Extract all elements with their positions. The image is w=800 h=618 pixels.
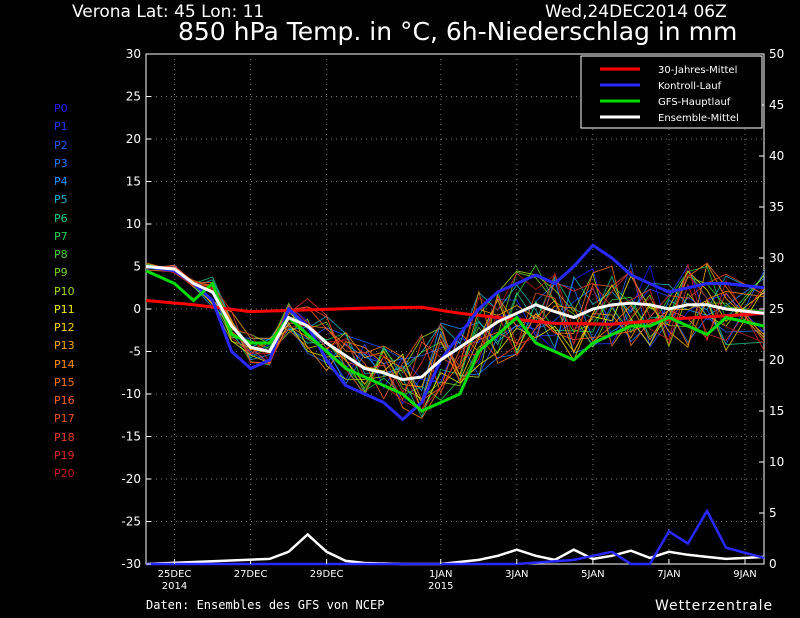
member-label: P8 xyxy=(54,248,68,261)
y-tick-label: -25 xyxy=(121,515,141,529)
y2-tick-label: 20 xyxy=(769,353,784,367)
y-tick-label: 10 xyxy=(126,217,141,231)
member-label: P13 xyxy=(54,339,75,353)
y-tick-label: 5 xyxy=(133,260,141,274)
series-line xyxy=(145,269,765,413)
series-line xyxy=(146,508,765,566)
y-tick-label: -20 xyxy=(121,472,141,486)
member-label: P20 xyxy=(54,467,75,480)
legend-label: Kontroll-Lauf xyxy=(658,81,722,92)
y-tick-label: 25 xyxy=(126,90,141,104)
member-label: P16 xyxy=(54,394,75,407)
member-label: P18 xyxy=(54,430,75,444)
run-date: Wed,24DEC2014 06Z xyxy=(545,2,727,22)
member-label: P11 xyxy=(54,302,75,316)
series-line xyxy=(145,243,765,422)
x-tick-label: 1JAN xyxy=(429,569,452,580)
y2-tick-label: 45 xyxy=(769,98,784,112)
y2-tick-label: 25 xyxy=(769,302,784,316)
y2-tick-label: 5 xyxy=(769,506,777,520)
series-line xyxy=(145,532,765,566)
member-legend: P0 P1 P2 P3 P4 P5 P6 P7 P8 P9 P10 P11 P12 P13 P14 P15 P1… xyxy=(54,100,75,483)
member-label: P0 xyxy=(54,102,68,115)
legend-label: GFS-Hauptlauf xyxy=(658,97,731,108)
member-label: P10 xyxy=(54,284,75,298)
x-tick-label: 25DEC xyxy=(158,569,192,580)
member-label: P2 xyxy=(54,138,68,152)
y2-tick-label: 40 xyxy=(769,149,784,163)
member-label: P19 xyxy=(54,448,75,462)
x-tick-label: 29DEC xyxy=(310,569,344,580)
y-tick-label: 0 xyxy=(133,302,141,316)
member-label: P6 xyxy=(54,211,68,225)
member-line xyxy=(145,264,765,411)
y-tick-label: -30 xyxy=(121,557,141,571)
y2-tick-label: 35 xyxy=(769,200,784,214)
member-line xyxy=(145,269,765,401)
y2-tick-label: 0 xyxy=(769,557,777,571)
y-tick-label: -10 xyxy=(121,387,141,401)
y-tick-label: 30 xyxy=(126,47,141,61)
x-tick-label: 5JAN xyxy=(581,569,604,580)
series-lines xyxy=(145,243,765,566)
series-line xyxy=(145,299,765,326)
legend-label: Ensemble-Mittel xyxy=(658,113,739,124)
legend: 30-Jahres-Mittel Kontroll-Lauf GFS-Hauptla… xyxy=(580,55,763,129)
y-tick-label: 15 xyxy=(126,175,141,189)
y-tick-label: -15 xyxy=(121,430,141,444)
member-label: P17 xyxy=(54,412,75,426)
member-line xyxy=(145,265,765,414)
x-tick-year: 2015 xyxy=(428,581,453,592)
member-label: P5 xyxy=(54,193,68,207)
y2-tick-label: 30 xyxy=(769,251,784,265)
member-label: P4 xyxy=(54,175,68,188)
y2-tick-label: 15 xyxy=(769,404,784,418)
member-line xyxy=(145,265,765,374)
y2-tick-label: 10 xyxy=(769,455,784,469)
location-label: Verona Lat: 45 Lon: 11 xyxy=(72,2,265,22)
x-tick-year: 2014 xyxy=(162,581,187,592)
data-source: Daten: Ensembles des GFS von NCEP xyxy=(146,598,385,612)
member-label: P12 xyxy=(54,321,75,334)
member-label: P15 xyxy=(54,375,75,389)
x-tick-label: 7JAN xyxy=(657,569,680,580)
x-tick-label: 27DEC xyxy=(234,569,268,580)
legend-label: 30-Jahres-Mittel xyxy=(658,65,737,76)
brand-label: Wetterzentrale xyxy=(655,598,774,614)
member-label: P3 xyxy=(54,156,68,170)
y-tick-label: -5 xyxy=(129,345,141,359)
x-tick-label: 3JAN xyxy=(505,569,528,580)
member-label: P14 xyxy=(54,357,75,371)
y2-tick-label: 50 xyxy=(769,47,784,61)
y-tick-label: 20 xyxy=(126,132,141,146)
x-tick-label: 9JAN xyxy=(733,569,756,580)
chart-title: 850 hPa Temp. in °C, 6h-Niederschlag in … xyxy=(178,17,738,46)
member-label: P1 xyxy=(54,120,68,134)
series-line xyxy=(145,265,765,382)
member-label: P9 xyxy=(54,266,68,280)
axis-ticks: 302520151050-5-10-15-20-25-3050454035302… xyxy=(121,47,784,592)
member-label: P7 xyxy=(54,229,68,243)
